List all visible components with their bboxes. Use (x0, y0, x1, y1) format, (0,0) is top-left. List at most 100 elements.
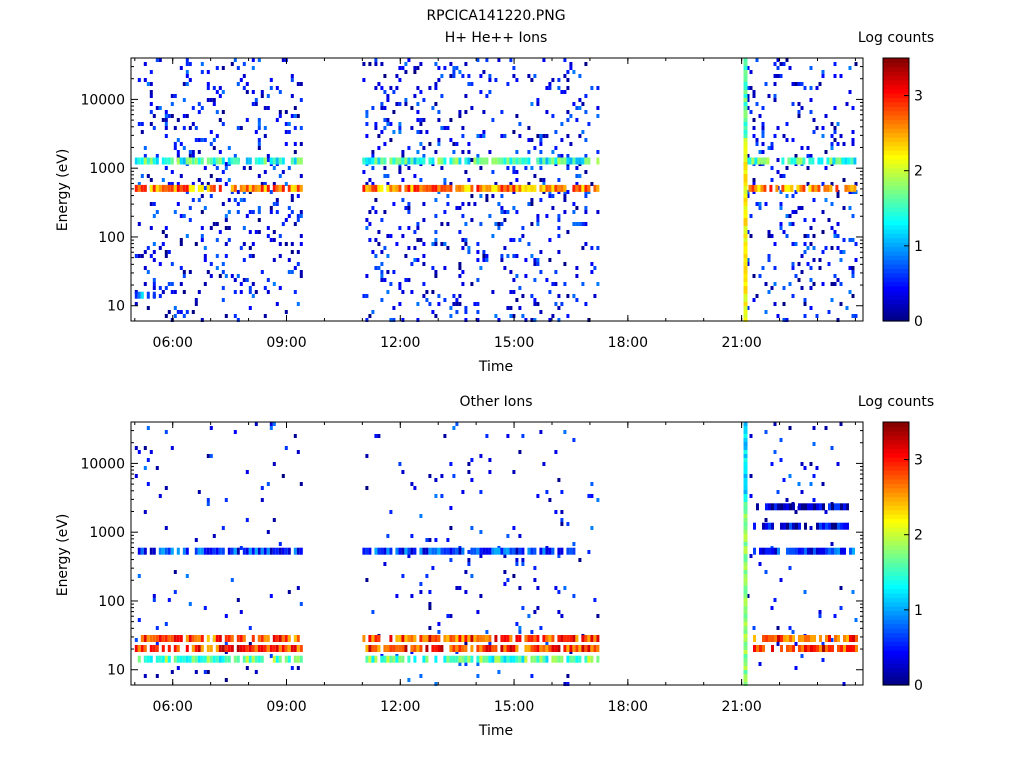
heatmap-cell (545, 86, 549, 90)
heatmap-cell (557, 610, 561, 614)
x-tick-label: 21:00 (721, 335, 761, 351)
heatmap-cell (470, 218, 474, 222)
heatmap-band-cell (197, 157, 201, 165)
heatmap-cell (527, 138, 531, 142)
heatmap-cell (215, 134, 219, 138)
heatmap-cell (197, 198, 201, 202)
heatmap-band-cell (850, 184, 854, 192)
heatmap-band-cell (590, 655, 594, 663)
heatmap-cell (770, 178, 774, 182)
heatmap-cell (773, 450, 777, 454)
heatmap-cell (539, 430, 543, 434)
heatmap-band-cell (452, 655, 456, 663)
heatmap-cell (806, 182, 810, 186)
heatmap-spike-cell (743, 510, 748, 514)
heatmap-cell (794, 82, 798, 86)
heatmap-band-cell (482, 547, 486, 555)
heatmap-cell (176, 310, 180, 314)
heatmap-cell (203, 246, 207, 250)
heatmap-cell (830, 142, 834, 146)
heatmap-cell (809, 66, 813, 70)
heatmap-cell (536, 586, 540, 590)
heatmap-cell (767, 146, 771, 150)
heatmap-band-cell (536, 635, 540, 642)
heatmap-cell (224, 214, 228, 218)
heatmap-band-cell (218, 655, 222, 663)
heatmap-band-cell (263, 635, 267, 642)
heatmap-band-cell (164, 157, 168, 165)
heatmap-cell (527, 150, 531, 154)
heatmap-band-cell (380, 655, 384, 663)
heatmap-band-cell (748, 157, 752, 165)
heatmap-band-cell (575, 635, 579, 642)
heatmap-cell (455, 422, 459, 426)
heatmap-band-cell (188, 184, 192, 192)
heatmap-cell (401, 150, 405, 154)
heatmap-cell (287, 122, 291, 126)
heatmap-cell (266, 290, 270, 294)
heatmap-cell (443, 178, 447, 182)
heatmap-band-cell (804, 635, 807, 642)
heatmap-cell (488, 470, 492, 474)
heatmap-band-cell (578, 184, 582, 192)
heatmap-cell (197, 490, 201, 494)
heatmap-cell (545, 278, 549, 282)
heatmap-band-cell (476, 645, 480, 652)
heatmap-cell (821, 134, 825, 138)
heatmap-band-cell (197, 655, 201, 663)
heatmap-cell (293, 266, 297, 270)
heatmap-cell (377, 82, 381, 86)
heatmap-band-cell (569, 157, 573, 165)
heatmap-band-cell (224, 655, 228, 663)
heatmap-band-cell (464, 635, 468, 642)
heatmap-cell (386, 98, 390, 102)
heatmap-spike-cell (743, 518, 748, 522)
heatmap-cell (137, 450, 141, 454)
heatmap-band-cell (757, 184, 761, 192)
colorbar-step (883, 176, 909, 182)
heatmap-cell (155, 466, 159, 470)
heatmap-band-cell (164, 184, 168, 192)
heatmap-band-cell (149, 655, 153, 663)
heatmap-band-cell (449, 184, 453, 192)
heatmap-band-cell (846, 635, 849, 642)
heatmap-cell (164, 122, 168, 126)
heatmap-cell (242, 278, 246, 282)
heatmap-band-cell (257, 547, 261, 555)
heatmap-spike-cell (743, 234, 748, 238)
heatmap-cell (149, 94, 153, 98)
heatmap-cell (290, 94, 294, 98)
heatmap-cell (830, 638, 834, 642)
heatmap-cell (428, 302, 432, 306)
heatmap-cell (191, 154, 195, 158)
heatmap-cell (437, 110, 441, 114)
heatmap-band-cell (458, 157, 462, 165)
heatmap-cell (419, 142, 423, 146)
heatmap-cell (272, 518, 276, 522)
heatmap-cell (824, 510, 828, 514)
heatmap-cell (299, 174, 303, 178)
heatmap-band-cell (146, 635, 150, 642)
heatmap-cell (155, 626, 159, 630)
heatmap-cell (278, 90, 282, 94)
heatmap-band-cell (431, 547, 435, 555)
heatmap-cell (443, 210, 447, 214)
heatmap-cell (764, 82, 768, 86)
heatmap-band-cell (284, 655, 288, 663)
heatmap-cell (458, 586, 462, 590)
heatmap-spike-cell (743, 638, 748, 642)
heatmap-cell (200, 62, 204, 66)
heatmap-cell (521, 226, 525, 230)
heatmap-cell (398, 130, 402, 134)
heatmap-cell (167, 310, 171, 314)
heatmap-cell (848, 238, 852, 242)
heatmap-cell (557, 214, 561, 218)
heatmap-cell (203, 282, 207, 286)
heatmap-cell (446, 202, 450, 206)
heatmap-cell (746, 154, 750, 158)
heatmap-cell (221, 202, 225, 206)
heatmap-cell (269, 206, 273, 210)
heatmap-band-cell (257, 635, 261, 642)
heatmap-band-cell (593, 645, 597, 652)
heatmap-band-cell (837, 522, 840, 530)
